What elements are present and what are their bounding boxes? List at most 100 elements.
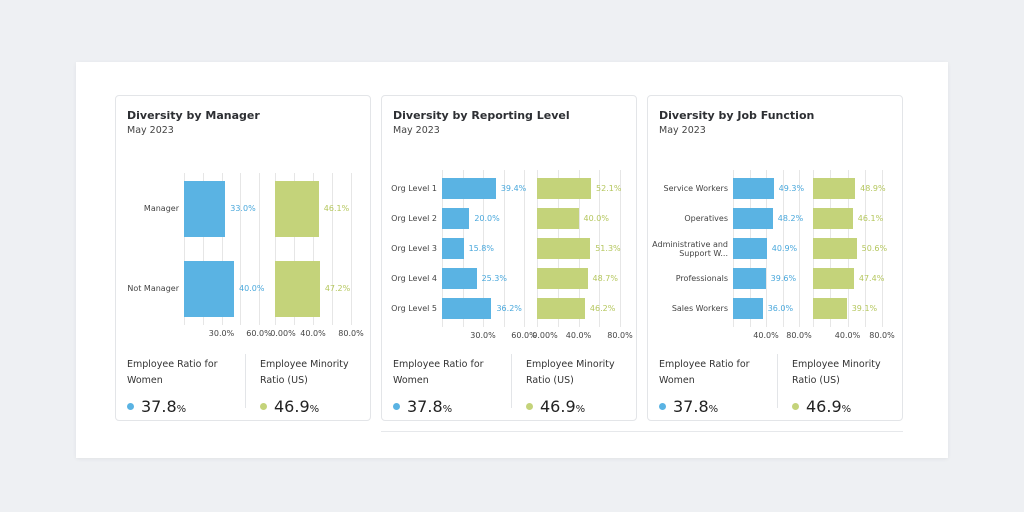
- x-tick-label: 40.0%: [834, 331, 861, 340]
- gridline: [782, 170, 784, 327]
- card-subtitle: May 2023: [393, 125, 440, 136]
- minority-bar[interactable]: [537, 298, 585, 319]
- women-value-label: 40.9%: [771, 243, 798, 253]
- x-tick-label: 40.0%: [300, 329, 326, 338]
- women-value-label: 25.3%: [481, 273, 507, 283]
- bar-chart: Manager 33.0% 46.1% Not Manager 40.0% 47.2% 30…: [116, 96, 370, 420]
- gridline: [882, 170, 883, 327]
- minority-value-label: 47.2%: [324, 284, 351, 293]
- kpi-unit: %: [841, 404, 852, 415]
- women-bar[interactable]: [733, 208, 773, 229]
- women-bar[interactable]: [733, 268, 766, 289]
- women-value-label: 15.8%: [468, 243, 494, 253]
- x-tick-label: 40.0%: [753, 331, 779, 340]
- minority-value-label: 48.9%: [860, 183, 886, 193]
- divider: [511, 354, 512, 408]
- minority-bar[interactable]: [813, 268, 854, 289]
- minority-bar[interactable]: [537, 238, 591, 259]
- minority-bar[interactable]: [537, 268, 588, 289]
- divider: [381, 431, 903, 432]
- minority-value-label: 48.7%: [592, 273, 618, 283]
- card-title: Diversity by Job Function: [659, 109, 815, 122]
- gridline: [524, 170, 525, 327]
- minority-value-label: 40.0%: [583, 213, 609, 223]
- bar-chart: Org Level 1 39.4% 52.1% Org Level 2 20.0% 40.…: [382, 96, 636, 420]
- x-tick-label: 30.0%: [470, 331, 496, 340]
- x-tick-label: 60.0%: [246, 329, 272, 338]
- women-bar[interactable]: [442, 208, 470, 229]
- women-bar[interactable]: [733, 238, 767, 259]
- kpi-unit: %: [176, 404, 187, 415]
- kpi-women: Employee Ratio for Women 37.8%: [127, 357, 242, 416]
- x-tick-label: 0.00%: [270, 329, 296, 338]
- minority-bar[interactable]: [813, 208, 853, 229]
- minority-value-label: 51.3%: [595, 243, 621, 253]
- women-value-label: 49.3%: [778, 183, 805, 193]
- category-label: Professionals: [675, 273, 728, 283]
- minority-bar[interactable]: [275, 181, 319, 237]
- women-bar[interactable]: [442, 268, 477, 289]
- kpi-value: 46.9: [274, 397, 310, 416]
- women-bar[interactable]: [442, 298, 492, 319]
- x-tick-label: 80.0%: [869, 331, 895, 340]
- women-value-label: 20.0%: [474, 213, 500, 223]
- x-tick-label: 60.0%: [511, 331, 537, 340]
- gridline: [483, 170, 484, 327]
- minority-dot-icon: [792, 403, 799, 410]
- x-tick-label: 80.0%: [607, 331, 633, 340]
- kpi-label: Employee Minority Ratio (US): [260, 359, 349, 386]
- minority-value-label: 39.1%: [851, 303, 878, 313]
- minority-bar[interactable]: [813, 178, 856, 199]
- category-label: Org Level 3: [391, 243, 437, 253]
- minority-dot-icon: [260, 403, 267, 410]
- kpi-value: 46.9: [540, 397, 576, 416]
- category-label: Org Level 2: [391, 213, 437, 223]
- gridline: [202, 173, 204, 325]
- kpi-unit: %: [309, 404, 320, 415]
- x-tick-label: 30.0%: [208, 329, 235, 338]
- women-bar[interactable]: [733, 178, 774, 199]
- minority-bar[interactable]: [813, 238, 857, 259]
- kpi-women: Employee Ratio for Women 37.8%: [659, 357, 774, 416]
- kpi-unit: %: [708, 404, 719, 415]
- kpi-label: Employee Ratio for Women: [659, 359, 750, 386]
- category-label: Service Workers: [663, 183, 728, 193]
- card-title: Diversity by Manager: [127, 109, 260, 122]
- category-label: Org Level 5: [391, 303, 437, 313]
- women-bar[interactable]: [184, 261, 234, 317]
- minority-bar[interactable]: [813, 298, 847, 319]
- category-label: Org Level 1: [391, 183, 437, 193]
- kpi-value: 46.9: [806, 397, 842, 416]
- x-tick-label: 0.00%: [532, 331, 558, 340]
- gridline: [864, 170, 866, 327]
- category-label: Operatives: [684, 213, 728, 223]
- women-bar[interactable]: [442, 238, 464, 259]
- gridline: [599, 170, 601, 327]
- minority-bar[interactable]: [537, 208, 579, 229]
- women-bar[interactable]: [442, 178, 496, 199]
- kpi-value: 37.8: [141, 397, 177, 416]
- minority-value-label: 46.2%: [589, 303, 616, 313]
- gridline: [313, 173, 314, 325]
- chart-card: Diversity by Manager May 2023 Manager 33.…: [115, 95, 371, 421]
- x-tick-label: 80.0%: [338, 329, 364, 338]
- gridline: [240, 173, 242, 325]
- women-dot-icon: [659, 403, 666, 410]
- card-subtitle: May 2023: [659, 125, 706, 136]
- minority-value-label: 46.1%: [323, 204, 350, 213]
- gridline: [620, 170, 621, 327]
- kpi-women: Employee Ratio for Women 37.8%: [393, 357, 508, 416]
- minority-bar[interactable]: [537, 178, 592, 199]
- minority-value-label: 52.1%: [596, 183, 622, 193]
- women-bar[interactable]: [184, 181, 226, 237]
- kpi-value: 37.8: [407, 397, 443, 416]
- kpi-label: Employee Minority Ratio (US): [526, 359, 615, 386]
- minority-value-label: 46.1%: [857, 213, 884, 223]
- chart-card: Diversity by Job Function May 2023 Servi…: [647, 95, 903, 421]
- minority-bar[interactable]: [275, 261, 320, 317]
- kpi-unit: %: [575, 404, 586, 415]
- kpi-label: Employee Minority Ratio (US): [792, 359, 881, 386]
- women-value-label: 33.0%: [230, 204, 256, 213]
- kpi-unit: %: [442, 404, 453, 415]
- women-bar[interactable]: [733, 298, 763, 319]
